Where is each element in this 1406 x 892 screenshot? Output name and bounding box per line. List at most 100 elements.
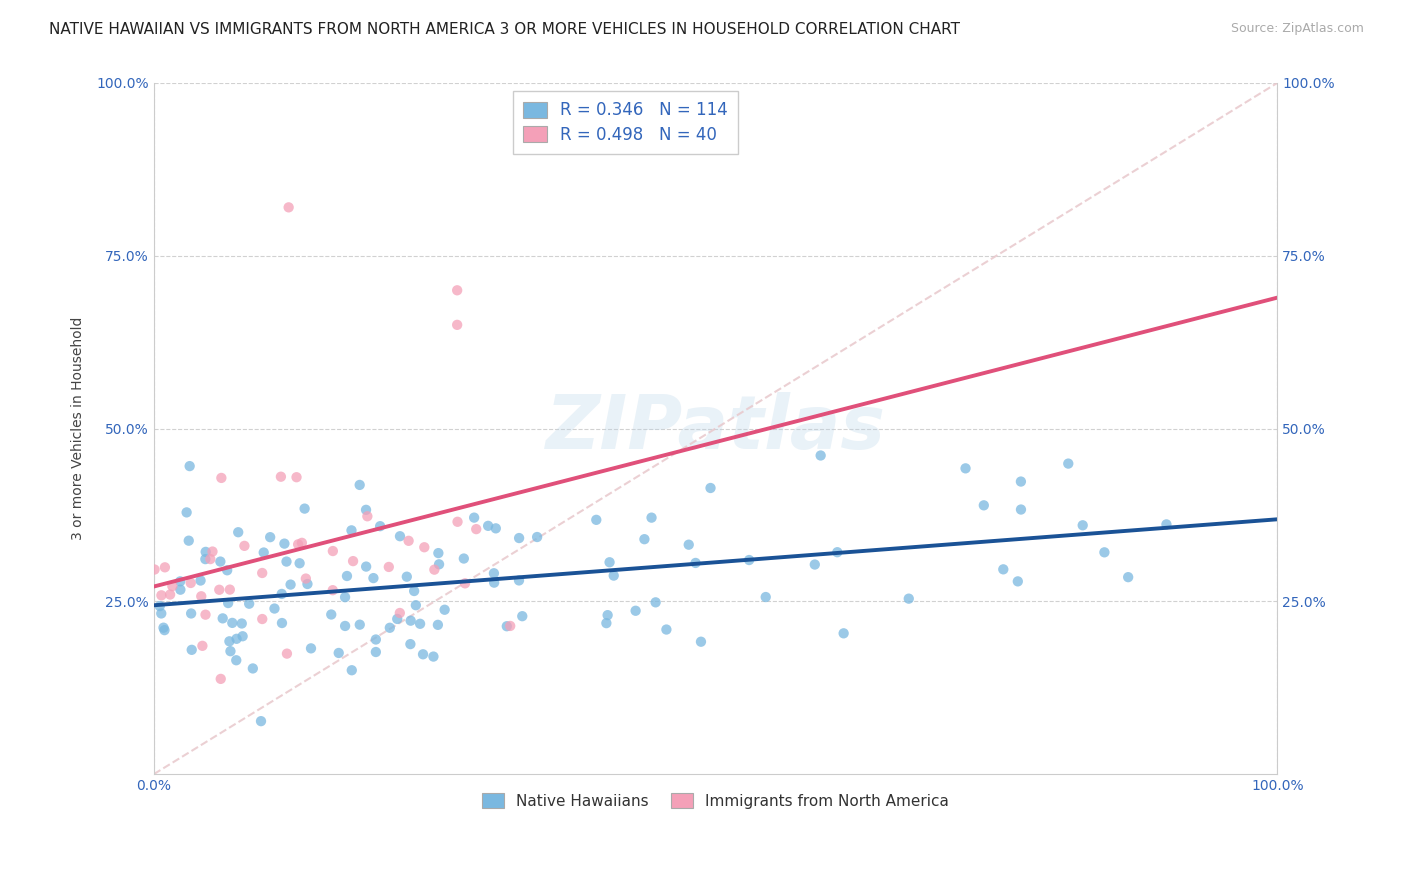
Point xyxy=(242,661,264,675)
Point xyxy=(177,533,200,548)
Point xyxy=(231,616,253,631)
Point xyxy=(463,510,485,524)
Point xyxy=(446,515,468,529)
Point xyxy=(176,505,198,519)
Point xyxy=(832,626,855,640)
Point xyxy=(1156,517,1178,532)
Point xyxy=(253,545,276,559)
Point xyxy=(297,577,319,591)
Point xyxy=(508,531,530,545)
Point xyxy=(162,579,184,593)
Point xyxy=(194,552,217,566)
Point xyxy=(599,555,621,569)
Point xyxy=(1010,502,1032,516)
Point xyxy=(221,615,243,630)
Point xyxy=(495,619,517,633)
Point xyxy=(180,576,202,591)
Point xyxy=(273,536,295,550)
Point xyxy=(276,555,298,569)
Point xyxy=(201,544,224,558)
Point xyxy=(180,607,202,621)
Point xyxy=(755,590,778,604)
Point xyxy=(219,644,242,658)
Point xyxy=(190,574,212,588)
Point xyxy=(180,643,202,657)
Point xyxy=(322,583,344,598)
Point xyxy=(354,559,377,574)
Point xyxy=(211,611,233,625)
Point xyxy=(250,566,273,580)
Point xyxy=(299,641,322,656)
Point xyxy=(336,569,359,583)
Point xyxy=(388,529,411,543)
Point xyxy=(482,566,505,581)
Point xyxy=(433,603,456,617)
Point xyxy=(225,653,247,667)
Point xyxy=(270,469,292,483)
Point xyxy=(209,471,232,485)
Point xyxy=(378,560,401,574)
Point xyxy=(596,608,619,623)
Point xyxy=(276,647,298,661)
Point xyxy=(485,521,508,535)
Point xyxy=(1007,574,1029,589)
Point xyxy=(238,597,260,611)
Point xyxy=(738,553,761,567)
Point xyxy=(252,612,274,626)
Point xyxy=(955,461,977,475)
Point xyxy=(250,714,273,728)
Point xyxy=(169,582,191,597)
Point xyxy=(179,459,201,474)
Point xyxy=(194,545,217,559)
Point xyxy=(633,532,655,546)
Point xyxy=(143,562,166,576)
Point xyxy=(1116,570,1139,584)
Point xyxy=(218,582,240,597)
Point xyxy=(412,648,434,662)
Point xyxy=(152,621,174,635)
Point xyxy=(153,560,176,574)
Point xyxy=(159,588,181,602)
Point xyxy=(288,556,311,570)
Point xyxy=(423,563,446,577)
Point xyxy=(150,588,173,602)
Point xyxy=(217,563,239,577)
Point xyxy=(690,634,713,648)
Point xyxy=(482,575,505,590)
Point xyxy=(526,530,548,544)
Point xyxy=(285,470,308,484)
Point xyxy=(398,533,420,548)
Text: Source: ZipAtlas.com: Source: ZipAtlas.com xyxy=(1230,22,1364,36)
Point xyxy=(271,615,294,630)
Point xyxy=(294,501,316,516)
Point xyxy=(427,546,450,560)
Point xyxy=(169,574,191,589)
Point xyxy=(453,551,475,566)
Point xyxy=(368,519,391,533)
Point xyxy=(191,639,214,653)
Point xyxy=(378,621,401,635)
Point xyxy=(364,645,387,659)
Point xyxy=(585,513,607,527)
Point xyxy=(364,632,387,647)
Point xyxy=(291,536,314,550)
Point xyxy=(644,595,666,609)
Point xyxy=(1071,518,1094,533)
Point xyxy=(678,538,700,552)
Point xyxy=(349,617,371,632)
Point xyxy=(295,572,318,586)
Point xyxy=(233,539,256,553)
Point xyxy=(356,509,378,524)
Point xyxy=(1057,457,1080,471)
Point xyxy=(277,200,299,214)
Point xyxy=(624,604,647,618)
Point xyxy=(218,634,240,648)
Point xyxy=(499,619,522,633)
Point xyxy=(827,545,849,559)
Point xyxy=(465,522,488,536)
Point xyxy=(349,478,371,492)
Point xyxy=(340,524,363,538)
Point xyxy=(280,577,302,591)
Point xyxy=(150,607,173,621)
Point xyxy=(446,318,468,332)
